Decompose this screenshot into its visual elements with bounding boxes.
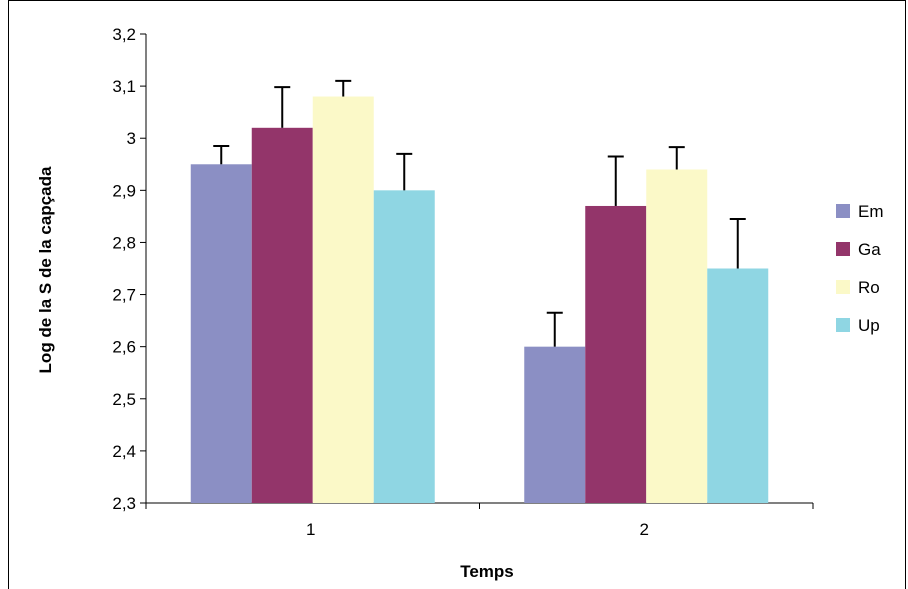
y-axis-title: Log de la S de la capçada [36, 166, 55, 373]
y-tick-label: 2,7 [112, 286, 136, 305]
x-tick-label: 1 [306, 520, 315, 539]
legend-label: Em [858, 202, 884, 221]
bar [312, 96, 374, 504]
y-tick-label: 3,1 [112, 77, 136, 96]
bar [190, 164, 252, 503]
bar [707, 268, 769, 503]
plot-area: 2,3 2,4 2,5 2,6 2,7 2,8 2,9 3 3,1 3,2 1 2 [112, 25, 814, 539]
legend-label: Ro [858, 278, 880, 297]
x-tick-label: 2 [640, 520, 649, 539]
bar [646, 169, 708, 503]
y-tick-label: 2,4 [112, 442, 136, 461]
y-tick-label: 2,6 [112, 338, 136, 357]
x-axis-title: Temps [460, 562, 514, 581]
bar [524, 346, 586, 503]
y-tick-label: 2,8 [112, 233, 136, 252]
legend: Em Ga Ro Up [836, 202, 884, 335]
y-tick-label: 3 [127, 129, 136, 148]
legend-label: Ga [858, 240, 881, 259]
legend-swatch [836, 242, 850, 256]
y-tick-label: 2,9 [112, 181, 136, 200]
y-tick-label: 2,3 [112, 494, 136, 513]
legend-swatch [836, 318, 850, 332]
y-tick-label: 2,5 [112, 390, 136, 409]
bar [373, 190, 435, 504]
y-tick-label: 3,2 [112, 25, 136, 44]
bar [251, 127, 313, 504]
legend-swatch [836, 280, 850, 294]
legend-swatch [836, 204, 850, 218]
bar [585, 205, 647, 503]
legend-label: Up [858, 316, 880, 335]
